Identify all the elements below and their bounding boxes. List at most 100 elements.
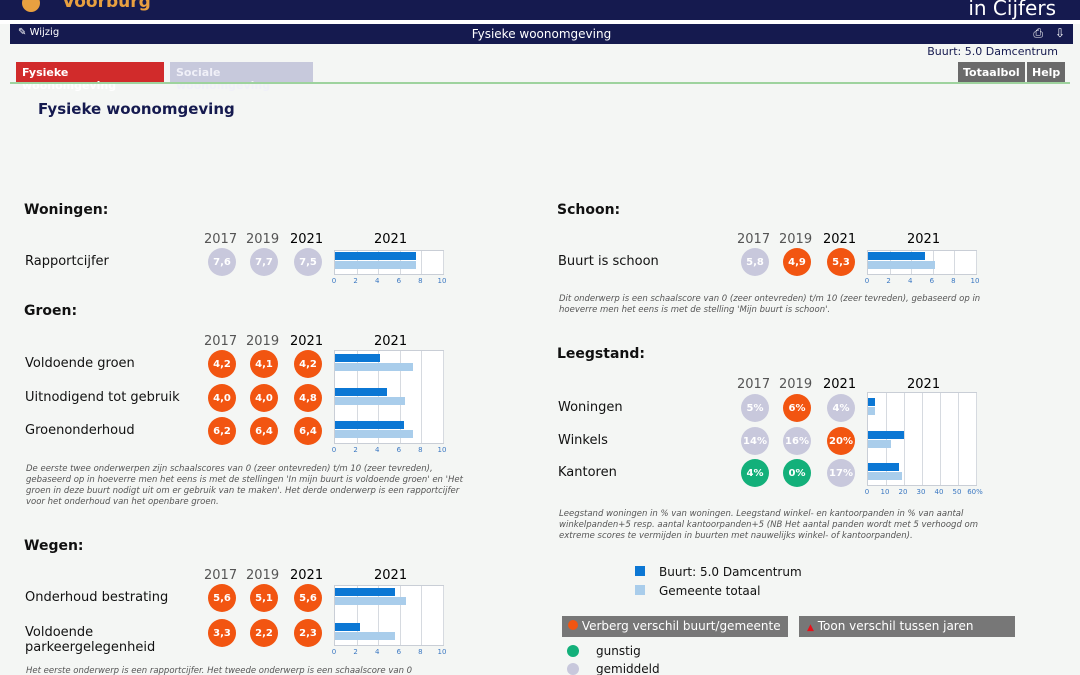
verberg-verschil-button[interactable]: Verberg verschil buurt/gemeente: [562, 616, 788, 637]
edit-icon: ✎: [18, 27, 27, 38]
legend-buurt-label: Buurt: 5.0 Damcentrum: [659, 565, 802, 579]
groen-tick-label: 2: [353, 446, 358, 454]
schoon-bar-buurt: [868, 252, 926, 260]
schoon-tick-label: 10: [970, 277, 980, 285]
groen-tick-label: 4: [374, 446, 380, 454]
download-icon[interactable]: ⇩: [1054, 26, 1065, 40]
woningen-bar-buurt: [335, 252, 416, 260]
groen-row-label: Groenonderhoud: [25, 423, 135, 438]
legend-gemeente: Gemeente totaal: [635, 584, 835, 600]
status-label-gemiddeld: gemiddeld: [596, 662, 660, 675]
leegstand-gridline: [904, 393, 905, 485]
toon-verschil-button[interactable]: ▲ Toon verschil tussen jaren: [799, 616, 1015, 637]
edit-button[interactable]: ✎ Wijzig: [18, 27, 59, 38]
leegstand-row-label: Winkels: [558, 433, 608, 448]
printer-icon[interactable]: ⎙: [1033, 26, 1043, 40]
divider: [0, 20, 1080, 24]
schoon-tick-label: 8: [951, 277, 956, 285]
groen-year-2019: 2019: [246, 334, 280, 349]
woningen-year-2019: 2019: [246, 232, 280, 247]
wegen-year-2021: 2021: [290, 568, 324, 583]
leegstand-score-circle: 6%: [783, 394, 811, 422]
woningen-tick-label: 2: [353, 277, 358, 285]
woningen-gridline: [443, 251, 444, 274]
leegstand-score-circle: 4%: [741, 459, 769, 487]
woningen-tick-label: 0: [331, 277, 337, 285]
woningen-score-circle: 7,7: [250, 248, 278, 276]
woningen-tick-label: 6: [396, 277, 402, 285]
groen-chart: [334, 350, 444, 444]
leegstand-score-circle: 16%: [783, 427, 811, 455]
status-dot-gemiddeld: [567, 663, 579, 675]
woningen-row-label: Rapportcijfer: [25, 254, 109, 269]
wegen-tick-label: 4: [374, 648, 380, 656]
wegen-row-label: Onderhoud bestrating: [25, 590, 169, 605]
wegen-row-label: Voldoende parkeergelegenheid: [25, 625, 156, 655]
leegstand-score-circle: 17%: [827, 459, 855, 487]
schoon-chart-year: 2021: [907, 232, 941, 247]
leegstand-row-label: Woningen: [558, 400, 623, 415]
groen-gridline: [443, 351, 444, 443]
groen-tick-label: 6: [396, 446, 402, 454]
leegstand-gridline: [886, 393, 887, 485]
totaalbol-button[interactable]: Totaalbol: [958, 62, 1025, 82]
legend-buurt: Buurt: 5.0 Damcentrum: [635, 565, 835, 581]
groen-tick-label: 10: [437, 446, 447, 454]
woningen-chart: [334, 250, 444, 275]
wegen-year-2017: 2017: [204, 568, 238, 583]
leegstand-section-title: Leegstand:: [557, 346, 645, 362]
leegstand-year-2017: 2017: [737, 377, 771, 392]
groen-tick-label: 8: [418, 446, 423, 454]
tab-fysieke-woonomgeving[interactable]: Fysieke woonomgeving: [16, 62, 164, 92]
groen-year-2017: 2017: [204, 334, 238, 349]
orange-dot-icon: [568, 620, 578, 630]
wegen-score-circle: 5,1: [250, 584, 278, 612]
leegstand-gridline: [922, 393, 923, 485]
groen-bar-buurt: [335, 354, 381, 362]
woningen-axis: 0 2 4 6 8 10: [331, 277, 447, 287]
wegen-chart-year: 2021: [374, 568, 408, 583]
groen-score-circle: 6,2: [208, 417, 236, 445]
leegstand-year-2019: 2019: [779, 377, 813, 392]
wegen-score-circle: 2,2: [250, 619, 278, 647]
leegstand-bar-gemeente: [868, 472, 903, 480]
groen-score-circle: 4,2: [294, 350, 322, 378]
schoon-tick-label: 2: [886, 277, 891, 285]
schoon-gridline: [954, 251, 956, 274]
schoon-score-circle: 5,8: [741, 248, 769, 276]
wegen-bar-buurt: [335, 588, 396, 596]
status-dot-gunstig: [567, 645, 579, 657]
edit-label: Wijzig: [29, 27, 60, 38]
wegen-note: Het eerste onderwerp is een rapportcijfe…: [26, 666, 413, 675]
leegstand-tick-label: 0: [864, 488, 870, 496]
leegstand-chart-year: 2021: [907, 377, 941, 392]
leegstand-score-circle: 14%: [741, 427, 769, 455]
wegen-score-circle: 3,3: [208, 619, 236, 647]
leegstand-score-circle: 4%: [827, 394, 855, 422]
wegen-gridline: [443, 586, 444, 645]
wegen-bar-buurt: [335, 623, 360, 631]
leegstand-axis: 0 10 20 30 40 50 60%: [864, 488, 983, 498]
groen-chart-year: 2021: [374, 334, 408, 349]
help-button[interactable]: Help: [1027, 62, 1066, 82]
groen-section-title: Groen:: [24, 303, 78, 319]
wegen-gridline: [421, 586, 423, 645]
schoon-score-circle: 4,9: [783, 248, 811, 276]
top-banner: Voorburg in Cijfers: [0, 0, 1080, 20]
woningen-chart-year: 2021: [374, 232, 408, 247]
groen-bar-gemeente: [335, 397, 406, 405]
groen-score-circle: 4,1: [250, 350, 278, 378]
schoon-year-2019: 2019: [779, 232, 813, 247]
schoon-row-label: Buurt is schoon: [558, 254, 659, 269]
wegen-section-title: Wegen:: [24, 538, 84, 554]
woningen-section-title: Woningen:: [24, 202, 109, 218]
wegen-tick-label: 2: [353, 648, 358, 656]
groen-score-circle: 6,4: [250, 417, 278, 445]
woningen-tick-label: 4: [374, 277, 380, 285]
tab-sociale-woonomgeving[interactable]: Sociale woonomgeving: [170, 62, 313, 92]
leegstand-tick-label: 10: [880, 488, 890, 496]
leegstand-note: Leegstand woningen in % van woningen. Le…: [559, 509, 979, 541]
woningen-tick-label: 8: [418, 277, 423, 285]
leegstand-tick-label: 20: [898, 488, 908, 496]
verberg-verschil-label: Verberg verschil buurt/gemeente: [581, 619, 781, 633]
